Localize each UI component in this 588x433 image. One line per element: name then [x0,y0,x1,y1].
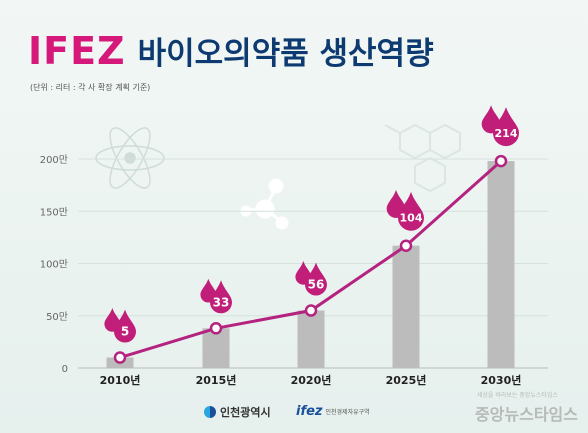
y-tick-label: 100만 [40,259,68,271]
ifez-logo: ifez 인천경제자유구역 [296,404,370,419]
data-label: 5 [121,325,129,339]
page-title: IFEZ 바이오의약품 생산역량 [28,28,434,73]
bar [202,328,230,368]
x-tick-label: 2010년 [100,373,141,387]
bar [487,161,515,368]
bars [106,161,515,368]
drop-icon [305,262,327,296]
ifez-name: 인천경제자유구역 [325,409,370,416]
watermark-sub: 세상을 바라보는 중앙뉴스타임스 [476,392,558,399]
bar [392,245,420,368]
y-tick-label: 50만 [46,311,68,323]
value-labels: 5 33 56 104 214 [104,105,519,343]
line-point [399,239,413,252]
incheon-emblem-icon [204,406,216,418]
title-suffix: 바이오의약품 생산역량 [137,36,434,72]
drop-icon [398,191,424,231]
line-point [304,304,318,317]
x-tick-label: 2030년 [481,373,522,387]
hexagon-network-icon [384,123,461,193]
line-point [209,322,223,335]
title-prefix: IFEZ [28,29,126,73]
watermark: 중앙뉴스타임스 [474,405,578,424]
data-label: 56 [308,278,325,292]
drop-icon [210,280,232,314]
y-tick-label: 200만 [40,154,68,166]
x-axis: 2010년 2015년 2020년 2025년 2030년 [100,373,522,387]
data-label: 104 [400,212,423,225]
y-tick-label: 0 [62,364,68,375]
molecule-icon [240,178,289,230]
bar [297,310,325,368]
incheon-name: 인천광역시 [220,406,271,419]
drop-icon [114,309,136,343]
line-point [494,154,508,168]
drop-icon [493,107,519,147]
line-point [113,351,127,364]
unit-note: (단위 : 리터 : 각 사 확장 계획 기준) [30,83,151,92]
y-tick-label: 150만 [40,206,68,218]
data-label: 214 [495,127,518,140]
y-axis: 0 50만 100만 150만 200만 [40,154,68,375]
incheon-logo: 인천광역시 [204,404,271,420]
x-tick-label: 2020년 [291,373,332,387]
atom-icon [95,127,165,189]
data-label: 33 [213,295,230,309]
ifez-logo-text: ifez [296,404,323,419]
background-decorations [95,123,461,230]
x-tick-label: 2025년 [386,373,427,387]
x-tick-label: 2015년 [196,373,237,387]
trend-line [113,154,508,364]
